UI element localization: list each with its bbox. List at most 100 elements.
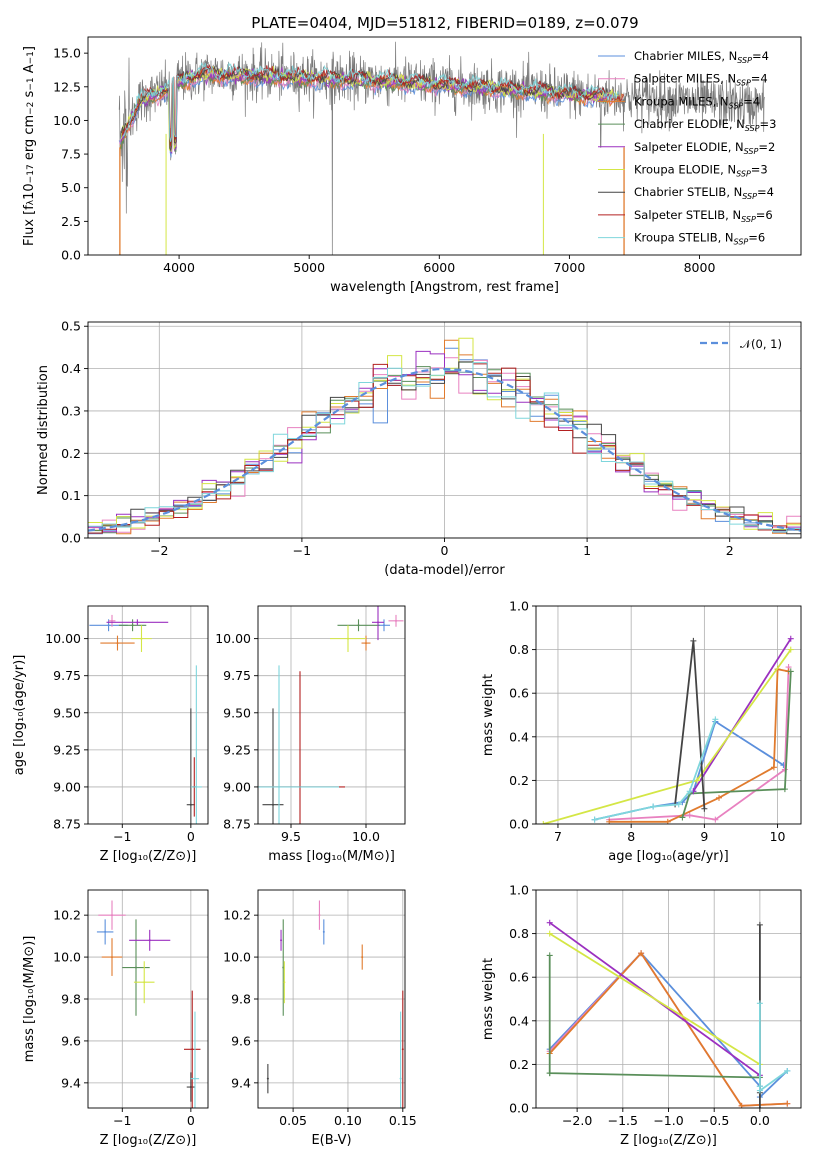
legend-label: 𝒩(0, 1)	[740, 337, 782, 351]
y-tick-label: 9.50	[223, 705, 251, 720]
y-tick-label: 9.25	[223, 742, 251, 757]
series-marker	[712, 816, 719, 823]
y-tick-label: 8.75	[53, 817, 81, 832]
legend-label: Salpeter STELIB, NSSP=6	[634, 208, 773, 224]
y-tick-label: 10.0	[53, 113, 81, 128]
y-tick-label: 8.75	[223, 817, 251, 832]
y-tick-label: 0.2	[61, 446, 81, 461]
x-tick-label: −2	[150, 543, 168, 558]
series-marker	[787, 668, 794, 675]
legend-label: Chabrier ELODIE, NSSP=3	[634, 117, 776, 133]
x-axis-label: age [log₁₀(age/yr)]	[608, 849, 729, 864]
panel-age_vs_mass: 9.5 10.0 8.75 9.00 9.25 9.50 9.75 10.00 mass [lo…	[215, 605, 406, 864]
series-line-c1	[594, 720, 784, 821]
data-point	[136, 621, 139, 624]
axes-frame	[87, 605, 209, 825]
y-tick-label: 1.0	[509, 883, 529, 898]
data-point	[377, 621, 379, 624]
legend-sub: SSP	[745, 124, 760, 133]
y-tick-label: 0.6	[509, 686, 529, 701]
y-tick-label: 9.4	[61, 1075, 81, 1090]
data-point	[365, 642, 367, 645]
series-line-c3	[549, 951, 788, 1107]
series-marker	[546, 919, 553, 926]
x-tick-label: 9	[700, 829, 708, 844]
x-tick-label: −1.0	[653, 1113, 683, 1128]
y-tick-label: 9.8	[61, 992, 81, 1007]
x-tick-label: 0.15	[389, 1113, 417, 1128]
series-marker	[712, 716, 719, 723]
y-axis-label: mass weight	[481, 674, 496, 756]
legend-sub: SSP	[734, 238, 749, 247]
x-axis-label: wavelength [Angstrom, rest frame]	[330, 280, 559, 295]
data-layer	[96, 900, 201, 1108]
y-axis-label: mass [log₁₀(M/M⊙)]	[22, 936, 37, 1063]
legend-label: Salpeter MILES, NSSP=4	[634, 72, 768, 88]
histogram-c5	[88, 350, 801, 533]
y-tick-label: 7.5	[61, 147, 81, 162]
data-point	[361, 956, 364, 959]
panel-residuals: −2 −1 0 1 2 0.0 0.1 0.2 0.3 0.4 0.5 (data-model)/er…	[36, 319, 802, 578]
y-tick-label: 12.5	[53, 79, 81, 94]
data-point	[111, 956, 113, 959]
legend-label: Kroupa ELODIE, NSSP=3	[634, 163, 768, 179]
ylabel-part: erg cm	[22, 115, 37, 164]
y-tick-label: 0.4	[61, 361, 81, 376]
legend-suffix: =4	[751, 72, 768, 86]
series-marker	[784, 1067, 791, 1074]
y-tick-label: 15.0	[53, 46, 81, 61]
x-tick-label: 10.0	[352, 829, 380, 844]
series-marker	[770, 764, 777, 771]
ylabel-part: −2	[26, 102, 36, 115]
data-layer	[546, 919, 791, 1108]
data-point	[266, 1077, 269, 1080]
y-tick-label: 0.4	[509, 1013, 529, 1028]
legend-suffix: =4	[743, 94, 760, 108]
data-layer	[266, 900, 404, 1108]
y-tick-label: 0.0	[61, 248, 81, 263]
series-marker	[546, 952, 553, 959]
data-point	[111, 619, 113, 622]
legend-suffix: =6	[756, 208, 773, 222]
legend-label: Chabrier MILES, NSSP=4	[634, 49, 769, 65]
plot-area	[88, 890, 208, 1108]
data-layer	[89, 614, 202, 824]
series-marker	[591, 816, 598, 823]
data-layer	[540, 635, 794, 824]
series-marker	[756, 1000, 763, 1007]
panel-spectrum: 4000 5000 6000 7000 8000 0.0 2.5 5.0 7.5 10.0 12.5…	[22, 14, 802, 295]
ylabel-part: s	[22, 90, 37, 101]
panel-weight_vs_Z: −2.0 −1.5 −1.0 −0.5 0.0 0.0 0.2 0.4 0.6 0.8 1.0 Z […	[481, 883, 802, 1148]
legend-suffix: =4	[752, 49, 769, 63]
x-tick-label: 2	[726, 543, 734, 558]
legend-text: Chabrier ELODIE, N	[634, 117, 745, 131]
data-point	[395, 619, 397, 622]
panel-weight_vs_age: 7 8 9 10 0.0 0.2 0.4 0.6 0.8 1.0 age [log₁₀(age/yr…	[481, 599, 802, 864]
y-tick-label: 9.75	[53, 668, 81, 683]
model-spectrum-c6	[120, 65, 619, 152]
data-layer	[258, 606, 404, 824]
x-tick-label: 8000	[684, 260, 716, 275]
axes-frame	[257, 605, 406, 825]
ylabel-part: Flux [f	[22, 205, 37, 246]
y-tick-label: 1.0	[509, 599, 529, 614]
legend-suffix: =3	[760, 117, 777, 131]
x-tick-label: 0.05	[279, 1113, 307, 1128]
data-point	[318, 914, 321, 917]
ylabel-part: −1	[26, 51, 36, 64]
y-tick-label: 9.75	[223, 668, 251, 683]
data-point	[104, 930, 107, 933]
y-tick-label: 9.8	[231, 992, 251, 1007]
legend-suffix: =3	[751, 163, 768, 177]
model-spectrum-c9	[121, 61, 620, 142]
y-tick-label: 5.0	[61, 180, 81, 195]
plot-area	[88, 322, 801, 538]
legend-text: Chabrier MILES, N	[634, 49, 737, 63]
data-point	[272, 803, 274, 806]
normal-curve	[88, 367, 801, 532]
y-tick-label: 0.5	[61, 319, 81, 334]
data-layer	[88, 337, 801, 535]
series-marker	[675, 801, 682, 808]
series-marker	[787, 646, 794, 653]
